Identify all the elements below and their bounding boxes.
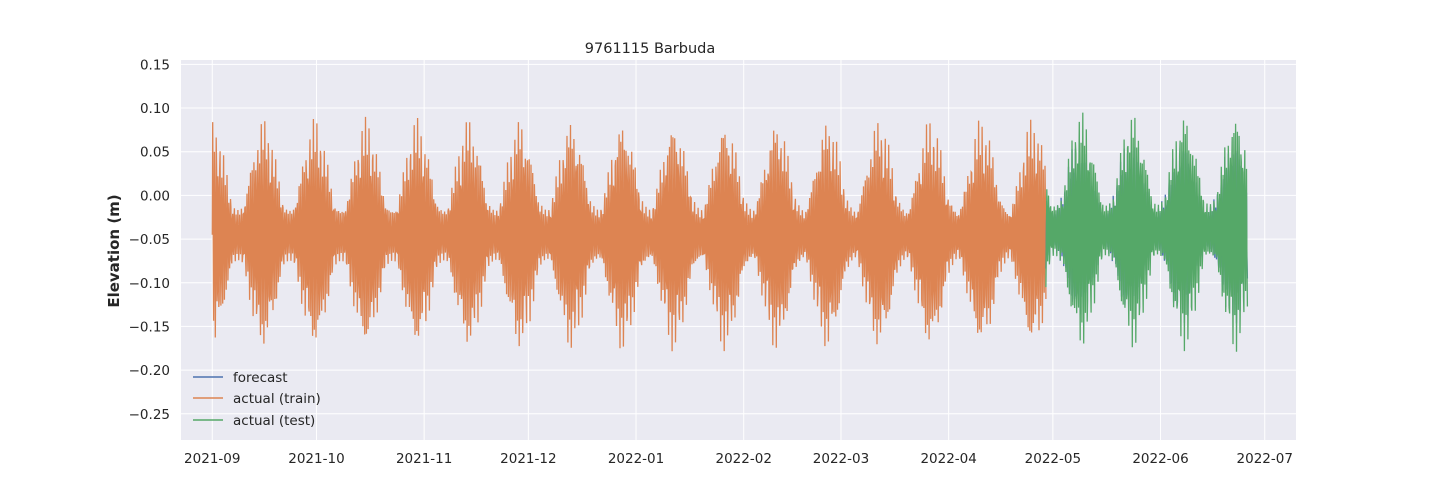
x-tick-label: 2022-07: [1237, 451, 1293, 467]
x-tick-label: 2022-04: [920, 451, 976, 467]
y-tick-label: −0.05: [129, 232, 170, 248]
x-axis: 2021-09 2021-10 2021-11 2021-12 2022-01 2022-…: [184, 451, 1293, 467]
y-tick-label: −0.20: [129, 363, 170, 379]
y-axis: 0.15 0.10 0.05 0.00 −0.05 −0.10 −0.15 −0.20 −0.2…: [129, 57, 170, 422]
legend-label-forecast: forecast: [233, 370, 288, 386]
y-tick-label: 0.05: [140, 145, 170, 161]
x-tick-label: 2022-05: [1025, 451, 1081, 467]
x-tick-label: 2021-12: [500, 451, 556, 467]
x-tick-label: 2021-11: [396, 451, 452, 467]
y-tick-label: −0.10: [129, 276, 170, 292]
chart-title: 9761115 Barbuda: [585, 41, 715, 57]
legend-label-test: actual (test): [233, 413, 315, 429]
x-tick-label: 2022-06: [1132, 451, 1188, 467]
legend-label-train: actual (train): [233, 391, 321, 407]
y-axis-label: Elevation (m): [105, 194, 123, 307]
y-tick-label: 0.00: [140, 188, 170, 204]
x-tick-label: 2022-02: [716, 451, 772, 467]
legend: forecast actual (train) actual (test): [193, 370, 321, 429]
series-layer: [211, 112, 1249, 352]
y-tick-label: −0.25: [129, 407, 170, 423]
series-line-2: [1045, 112, 1249, 352]
y-tick-label: 0.15: [140, 57, 170, 73]
x-tick-label: 2022-03: [813, 451, 869, 467]
x-tick-label: 2022-01: [608, 451, 664, 467]
x-tick-label: 2021-09: [184, 451, 240, 467]
x-tick-label: 2021-10: [288, 451, 344, 467]
y-tick-label: −0.15: [129, 319, 170, 335]
series-line-1: [211, 116, 1047, 352]
y-tick-label: 0.10: [140, 101, 170, 117]
